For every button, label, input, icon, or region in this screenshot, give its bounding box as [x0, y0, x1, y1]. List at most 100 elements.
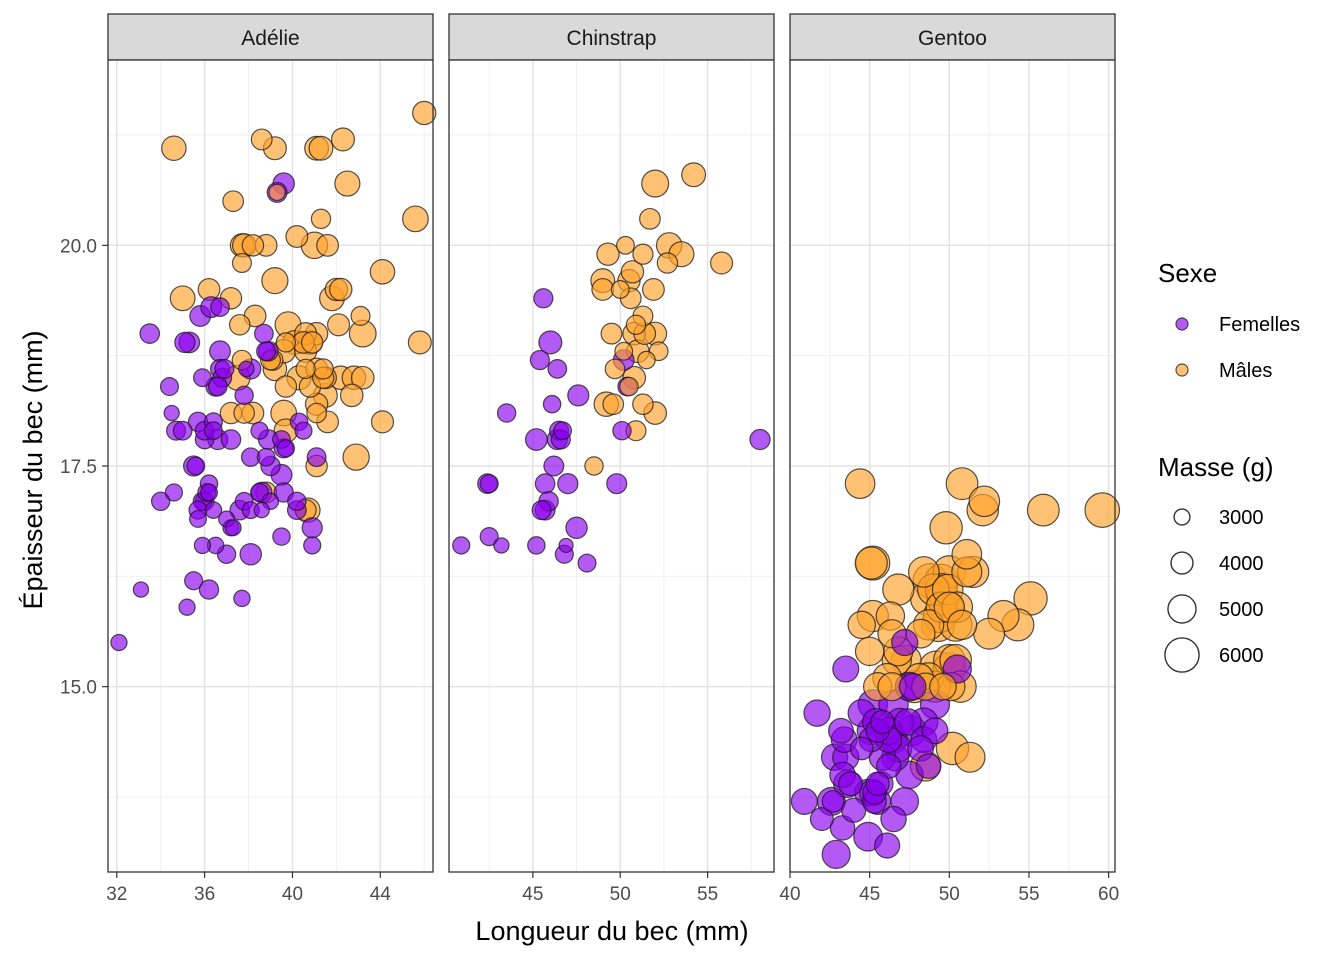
data-point: [300, 331, 324, 354]
facet-panel-adélie: Adélie 32 36 40 44: [106, 13, 437, 905]
color-legend-title: Sexe: [1158, 258, 1217, 288]
data-point: [538, 330, 563, 355]
legend-size-label: 5000: [1219, 599, 1264, 621]
x-tick-label: 45: [522, 884, 543, 905]
data-point: [239, 542, 263, 566]
data-point: [301, 517, 323, 539]
data-point: [882, 573, 915, 606]
x-tick-label: 50: [610, 884, 631, 905]
data-point: [946, 609, 978, 641]
data-point: [275, 332, 297, 353]
data-point: [192, 368, 212, 388]
data-point: [161, 135, 187, 162]
data-point: [606, 473, 628, 495]
data-point: [370, 410, 395, 434]
data-point: [602, 393, 625, 416]
data-point: [616, 235, 635, 255]
data-point: [327, 313, 351, 337]
data-point: [945, 467, 979, 501]
facet-strip: [107, 13, 434, 61]
x-tick-label: 40: [282, 884, 303, 905]
data-point: [496, 403, 517, 423]
data-point: [172, 420, 193, 441]
data-point: [542, 394, 562, 414]
facet-panel-chinstrap: Chinstrap 45 50 55: [448, 13, 775, 905]
data-point: [178, 598, 196, 616]
size-legend-title: Masse (g): [1158, 452, 1274, 482]
data-point: [898, 672, 927, 701]
data-point: [189, 509, 208, 528]
data-point: [584, 456, 604, 476]
data-point: [479, 527, 499, 547]
legend-size-key: [1167, 594, 1197, 624]
x-axis-title: Longueur du bec (mm): [475, 916, 748, 946]
data-point: [832, 655, 860, 683]
data-point: [681, 162, 707, 188]
data-point: [184, 571, 204, 591]
data-point: [790, 787, 818, 815]
data-point: [198, 579, 220, 600]
data-point: [193, 536, 212, 555]
data-point: [329, 277, 353, 302]
data-point: [557, 472, 579, 495]
data-point: [312, 358, 334, 380]
legend-color-label: Mâles: [1219, 360, 1272, 382]
legend-size-label: 4000: [1219, 553, 1264, 575]
data-point: [452, 536, 471, 555]
data-point: [412, 100, 437, 126]
legend-size-label: 6000: [1219, 645, 1264, 667]
data-point: [233, 402, 255, 424]
facet-strip: [789, 13, 1116, 61]
data-point: [543, 455, 565, 477]
data-point: [493, 537, 510, 554]
data-point: [854, 636, 885, 667]
data-point: [285, 225, 309, 249]
data-point: [849, 736, 874, 761]
data-point: [132, 581, 150, 598]
data-point: [308, 135, 334, 161]
data-point: [256, 447, 276, 467]
data-point: [334, 170, 361, 197]
data-point: [565, 516, 588, 540]
legend-color-key: [1175, 363, 1189, 377]
data-point: [306, 447, 327, 468]
data-point: [303, 536, 322, 555]
points: [452, 162, 771, 573]
data-point: [533, 288, 554, 309]
facet-panel-gentoo: Gentoo 40 45 50 55 60: [779, 13, 1121, 905]
data-point: [527, 536, 546, 555]
data-point: [268, 183, 286, 202]
data-point: [203, 421, 223, 441]
data-point: [874, 832, 901, 859]
data-point: [534, 473, 556, 495]
data-point: [632, 243, 654, 265]
y-axis-title: Épaisseur du bec (mm): [18, 330, 48, 609]
data-point: [294, 421, 313, 440]
data-point: [295, 358, 316, 380]
data-point: [524, 428, 548, 451]
data-point: [639, 207, 661, 230]
data-point: [256, 341, 277, 362]
data-point: [233, 589, 251, 608]
x-tick-label: 55: [697, 884, 718, 905]
data-point: [163, 404, 180, 422]
x-tick-label: 40: [779, 884, 800, 905]
data-point: [865, 771, 890, 796]
legend-color-key: [1175, 317, 1189, 331]
data-point: [250, 421, 269, 440]
data-point: [894, 708, 922, 736]
facet-strip-label: Adélie: [241, 27, 299, 50]
data-point: [547, 359, 568, 379]
data-point: [150, 491, 171, 512]
data-point: [316, 233, 340, 257]
y-tick-label: 17.5: [60, 457, 97, 478]
data-point: [209, 340, 231, 363]
data-point: [749, 428, 771, 451]
data-point: [553, 421, 573, 441]
data-point: [402, 205, 429, 233]
data-point: [164, 483, 184, 502]
data-point: [110, 633, 128, 652]
x-tick-label: 45: [859, 884, 880, 905]
data-point: [339, 383, 364, 408]
